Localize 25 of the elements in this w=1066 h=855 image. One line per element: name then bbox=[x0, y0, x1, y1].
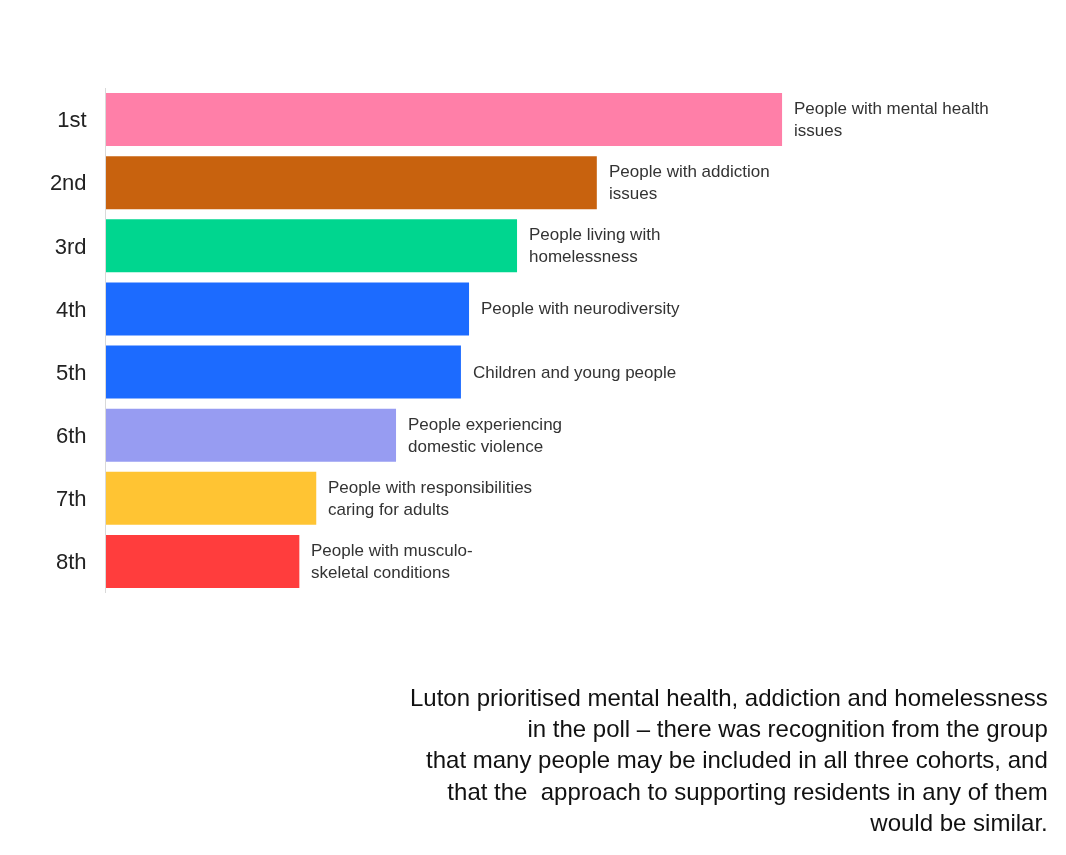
annotation: Children and young people bbox=[473, 363, 677, 382]
bar bbox=[106, 219, 518, 273]
annotation: People with responsibilities caring for adults bbox=[328, 478, 533, 520]
bar bbox=[106, 93, 783, 147]
annotation: People with neurodiversity bbox=[481, 299, 680, 318]
bar bbox=[106, 156, 597, 210]
y-tick-label: 2nd bbox=[49, 170, 87, 196]
y-tick-label: 6th bbox=[56, 422, 87, 448]
y-tick-label: 8th bbox=[56, 549, 87, 575]
y-tick-label: 7th bbox=[56, 486, 87, 512]
y-tick-label: 3rd bbox=[54, 233, 87, 259]
annotation: People living with homelessness bbox=[529, 225, 661, 267]
bar bbox=[106, 471, 317, 525]
bar bbox=[106, 534, 300, 588]
bar bbox=[106, 408, 397, 462]
annotation: People experiencing domestic violence bbox=[408, 415, 563, 457]
text: Luton prioritised mental health, addiction and homelessness in the poll – there was recognition from the group that many people may be included in all three cohorts, and that the approach to supporting residents in any of them would be similar. bbox=[410, 684, 1048, 836]
bar bbox=[106, 345, 461, 399]
annotation: People with addiction issues bbox=[609, 162, 770, 204]
bar bbox=[106, 282, 470, 336]
y-tick-label: 1st bbox=[57, 107, 87, 133]
annotation: People with musculo- skeletal conditions bbox=[311, 541, 473, 583]
y-tick-label: 5th bbox=[56, 359, 87, 385]
annotation: People with mental health issues bbox=[794, 99, 989, 141]
y-tick-label: 4th bbox=[56, 296, 87, 322]
